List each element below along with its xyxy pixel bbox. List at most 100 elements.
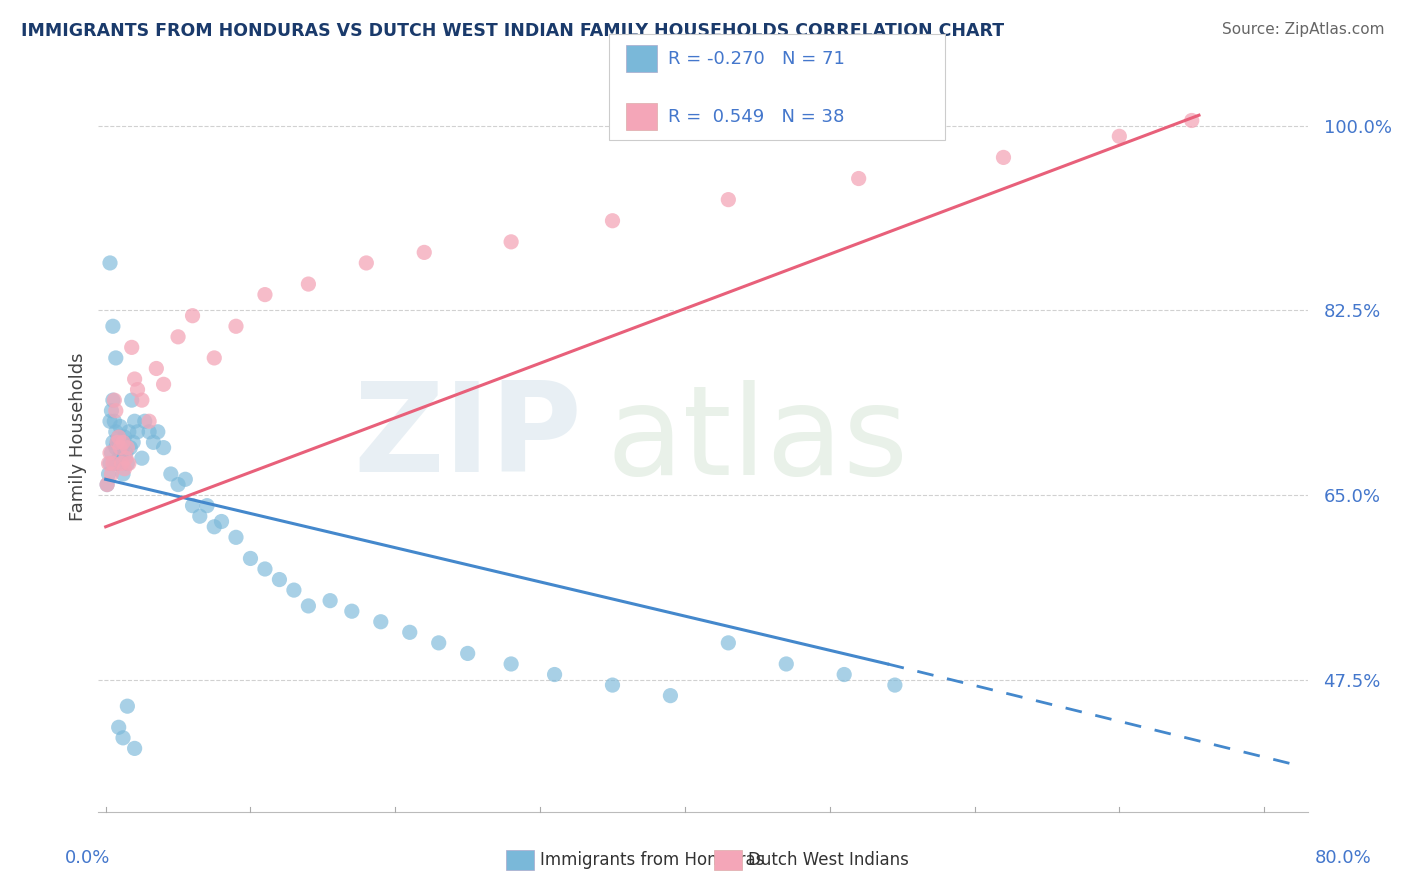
Point [195,499,218,513]
Text: atlas: atlas [606,380,908,501]
Point [98,446,121,460]
Point [138,414,160,428]
Point [115,446,138,460]
Point [105,457,128,471]
Point [253,562,276,576]
Point [114,461,136,475]
Point [112,731,135,745]
Point [107,430,129,444]
Point [127,425,149,439]
Point [104,403,127,417]
Point [501,235,523,249]
Point [225,530,247,544]
Text: Immigrants from Honduras: Immigrants from Honduras [540,851,765,869]
Point [181,499,204,513]
Point [269,573,291,587]
Point [138,425,160,439]
Point [775,657,797,671]
Point [100,403,122,417]
Point [181,309,204,323]
Point [202,520,225,534]
Point [98,256,121,270]
Point [225,319,247,334]
Point [101,319,124,334]
Point [1108,129,1130,144]
Point [145,361,167,376]
Point [105,435,128,450]
Point [122,435,145,450]
Point [107,451,129,466]
Point [124,741,146,756]
Point [370,615,392,629]
Point [115,451,138,466]
Point [98,457,121,471]
Point [146,425,169,439]
Point [108,419,131,434]
Text: 0.0%: 0.0% [65,849,110,867]
Point [112,435,135,450]
Point [283,583,305,598]
Point [152,441,174,455]
Point [103,414,125,428]
Point [105,435,128,450]
Point [96,477,118,491]
Point [174,472,197,486]
Text: 80.0%: 80.0% [1315,849,1371,867]
Point [121,340,143,354]
Text: ZIP: ZIP [353,376,582,498]
Point [717,193,740,207]
Point [112,467,135,481]
Point [121,393,143,408]
Point [117,699,139,714]
Point [117,441,139,455]
Point [103,393,125,408]
Point [427,636,450,650]
Point [356,256,378,270]
Point [96,477,118,491]
Point [167,477,190,491]
Point [848,171,870,186]
Point [239,551,262,566]
Point [108,441,131,455]
Point [118,425,141,439]
Point [100,467,122,481]
Point [107,720,129,734]
Point [97,467,120,481]
Point [297,599,319,613]
Point [211,515,233,529]
Text: R =  0.549   N = 38: R = 0.549 N = 38 [668,108,844,126]
Y-axis label: Family Households: Family Households [69,353,87,521]
Point [107,430,129,444]
Point [124,372,146,386]
Point [101,435,124,450]
Point [104,351,127,365]
Point [120,441,142,455]
Point [602,678,624,692]
Point [159,467,181,481]
Point [883,678,905,692]
Point [101,457,124,471]
Point [124,414,146,428]
Point [202,351,225,365]
Point [340,604,363,618]
Point [297,277,319,291]
Text: Dutch West Indians: Dutch West Indians [748,851,908,869]
Point [319,593,342,607]
Point [188,509,211,524]
Point [142,435,165,450]
Point [659,689,682,703]
Point [717,636,740,650]
Point [993,150,1015,164]
Point [253,287,276,301]
Point [1181,113,1204,128]
Point [97,457,120,471]
Point [114,430,136,444]
Text: R = -0.270   N = 71: R = -0.270 N = 71 [668,50,845,68]
Point [108,441,131,455]
Point [98,414,121,428]
Point [100,446,122,460]
Point [152,377,174,392]
Point [134,414,156,428]
Point [127,383,149,397]
Text: Source: ZipAtlas.com: Source: ZipAtlas.com [1222,22,1385,37]
